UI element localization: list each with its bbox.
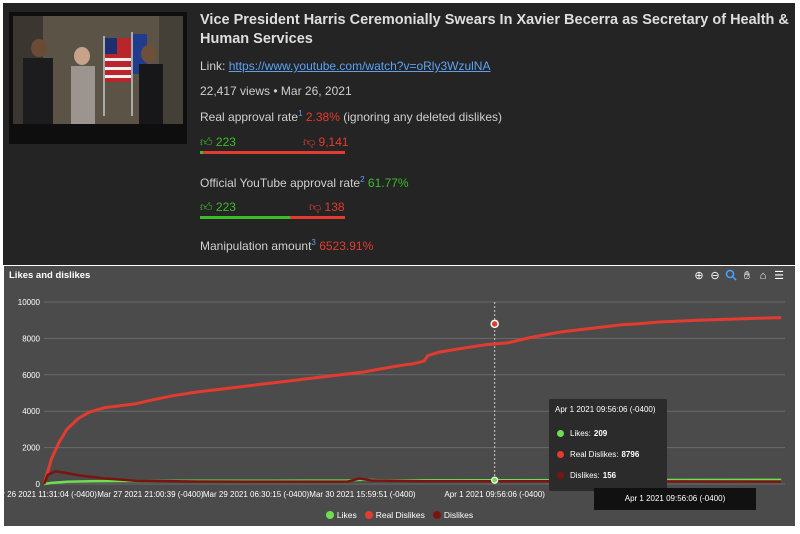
tooltip-label: Likes: 209 <box>570 429 608 438</box>
tooltip-label: Real Dislikes: 8796 <box>570 450 640 459</box>
video-info-panel: Vice President Harris Ceremonially Swear… <box>3 3 795 265</box>
y-tick-label: 10000 <box>18 298 41 307</box>
real-likes-count: 223 <box>215 135 236 149</box>
series-line[interactable] <box>42 470 782 485</box>
x-tick-label: Mar 29 2021 06:30:15 (-0400) <box>203 490 310 499</box>
thumbs-down-icon: 👎︎ <box>309 200 322 214</box>
real-dislike-bar <box>203 151 345 154</box>
tooltip-dot-icon <box>557 472 564 479</box>
tooltip-row: Real Dislikes: 8796 <box>557 450 639 459</box>
y-tick-label: 0 <box>36 480 41 489</box>
tooltip-dot-icon <box>557 451 564 458</box>
legend-item[interactable]: Real Dislikes <box>364 510 425 520</box>
legend-label: Real Dislikes <box>375 510 425 520</box>
thumbs-up-icon: 👍︎ <box>200 200 213 214</box>
chart-plot-area[interactable]: 0 2000 4000 6000 8000 10000 Mar 26 2021 11:31:… <box>4 266 795 526</box>
legend-dot-icon <box>364 511 373 519</box>
real-likes: 👍︎ 223 <box>200 135 236 150</box>
real-approval-row: Real approval rate1 2.38% (ignoring any … <box>200 109 502 124</box>
tooltip-value: 156 <box>602 471 617 480</box>
official-dislikes: 👎︎ 138 <box>309 200 345 215</box>
y-tick-label: 4000 <box>22 407 40 416</box>
legend-item[interactable]: Likes <box>325 510 357 520</box>
tooltip-title: Apr 1 2021 09:56:06 (-0400) <box>555 405 656 414</box>
video-link[interactable]: https://www.youtube.com/watch?v=oRly3Wzu… <box>228 59 491 73</box>
video-thumbnail[interactable] <box>9 12 187 144</box>
magnifier-icon[interactable] <box>724 269 738 283</box>
zoom-in-icon[interactable]: ⊕ <box>694 270 704 282</box>
thumbs-up-icon: 👍︎ <box>200 135 213 149</box>
menu-icon[interactable]: ☰ <box>774 270 784 282</box>
tooltip-label: Dislikes: 156 <box>570 471 617 480</box>
real-like-bar <box>200 151 203 154</box>
video-link-row: Link: https://www.youtube.com/watch?v=oR… <box>200 59 490 73</box>
manipulation-row: Manipulation amount3 6523.91% <box>200 238 373 253</box>
series-line[interactable] <box>42 316 782 485</box>
chart-toolbar: ⊕ ⊖ ✋︎ ⌂ ☰ <box>692 269 786 283</box>
legend-label: Dislikes <box>443 510 474 520</box>
legend-item[interactable]: Dislikes <box>432 510 474 520</box>
official-approval-label: Official YouTube approval rate <box>200 176 361 190</box>
crosshair-point-likes <box>491 476 499 484</box>
official-likes: 👍︎ 223 <box>200 200 236 215</box>
official-approval-row: Official YouTube approval rate2 61.77% <box>200 175 409 190</box>
real-dislikes-count: 9,141 <box>318 135 349 149</box>
tooltip-value: 209 <box>593 429 608 438</box>
real-approval-rate: 2.38% <box>305 110 340 124</box>
official-like-bar <box>200 216 290 219</box>
official-likes-count: 223 <box>215 200 236 214</box>
thumbs-down-icon: 👎︎ <box>303 135 316 149</box>
video-title: Vice President Harris Ceremonially Swear… <box>200 12 789 47</box>
official-dislikes-count: 138 <box>324 200 345 214</box>
footnote-1[interactable]: 1 <box>298 109 303 118</box>
chart-tooltip: Apr 1 2021 09:56:06 (-0400) Likes: 209 Rea… <box>549 399 667 491</box>
legend-dot-icon <box>325 511 334 519</box>
x-tick-label: Mar 26 2021 11:31:04 (-0400) <box>4 490 97 499</box>
official-approval-rate: 61.77% <box>367 176 409 190</box>
legend-dot-icon <box>432 511 441 519</box>
y-tick-label: 8000 <box>22 334 40 343</box>
crosshair-x-label: Apr 1 2021 09:56:06 (-0400) <box>594 488 756 510</box>
manipulation-value: 6523.91% <box>319 239 374 253</box>
tooltip-value: 8796 <box>621 450 640 459</box>
chart-title: Likes and dislikes <box>9 270 91 281</box>
manipulation-label: Manipulation amount <box>200 239 312 253</box>
legend-label: Likes <box>336 510 357 520</box>
zoom-out-icon[interactable]: ⊖ <box>710 270 720 282</box>
tooltip-row: Likes: 209 <box>557 429 607 438</box>
x-tick-label: Apr 1 2021 09:56:06 (-0400) <box>444 490 545 499</box>
link-label: Link: <box>200 59 226 73</box>
video-meta: 22,417 views • Mar 26, 2021 <box>200 84 352 98</box>
crosshair-point-real-dislikes <box>490 319 499 329</box>
pan-hand-icon[interactable]: ✋︎ <box>743 270 751 282</box>
real-dislikes: 👎︎ 9,141 <box>303 135 349 150</box>
tooltip-row: Dislikes: 156 <box>557 471 616 480</box>
tooltip-dot-icon <box>557 430 564 437</box>
real-approval-label: Real approval rate <box>200 110 299 124</box>
footnote-2[interactable]: 2 <box>360 175 365 184</box>
likes-dislikes-chart: 0 2000 4000 6000 8000 10000 Mar 26 2021 11:31:… <box>4 266 795 526</box>
footnote-3[interactable]: 3 <box>311 238 316 247</box>
x-tick-label: Mar 30 2021 15:59:51 (-0400) <box>309 490 416 499</box>
official-dislike-bar <box>290 216 345 219</box>
y-tick-label: 2000 <box>22 444 40 453</box>
home-icon[interactable]: ⌂ <box>759 270 767 282</box>
y-tick-label: 6000 <box>22 371 40 380</box>
x-tick-label: Mar 27 2021 21:00:39 (-0400) <box>97 490 204 499</box>
real-approval-note: (ignoring any deleted dislikes) <box>343 110 502 124</box>
chart-legend: Likes Real Dislikes Dislikes <box>4 510 795 520</box>
